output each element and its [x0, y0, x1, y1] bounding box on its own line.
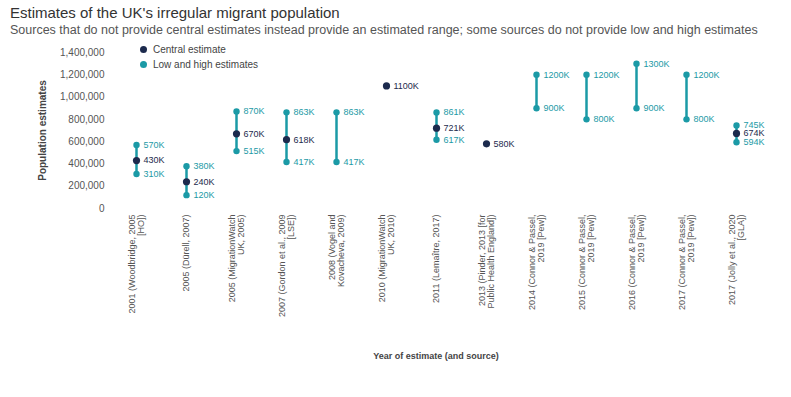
html-text:Sources that do not provide ce: Sources that do not provide central esti… [10, 23, 758, 37]
svg-text:2001 (Woodbridge, 2005[HO]): 2001 (Woodbridge, 2005[HO]) [127, 214, 146, 313]
html-text:Low and high estimates: Low and high estimates [153, 59, 259, 70]
svg-text:1200K: 1200K [694, 70, 720, 80]
svg-text:721K: 721K [444, 123, 465, 133]
svg-text:617K: 617K [444, 135, 465, 145]
svg-text:240K: 240K [194, 177, 215, 187]
svg-text:120K: 120K [194, 190, 215, 200]
svg-text:2005 (MigrationWatchUK, 2005): 2005 (MigrationWatchUK, 2005) [227, 215, 246, 303]
html-text:Estimates of the UK's irregula: Estimates of the UK's irregular migrant … [10, 4, 340, 21]
svg-text:Population estimates: Population estimates [37, 80, 48, 181]
svg-text:900K: 900K [544, 103, 565, 113]
svg-text:2010 (MigrationWatchUK, 2010): 2010 (MigrationWatchUK, 2010) [377, 215, 396, 303]
svg-text:2017 (Jolly et al., 2020[GLA]): 2017 (Jolly et al., 2020[GLA]) [727, 215, 746, 306]
svg-text:2016 (Connor & Passel,2019 [Pe: 2016 (Connor & Passel,2019 [Pew]) [627, 215, 646, 311]
svg-text:863K: 863K [294, 107, 315, 117]
svg-text:1200K: 1200K [594, 70, 620, 80]
svg-text:861K: 861K [444, 107, 465, 117]
svg-text:870K: 870K [244, 106, 265, 116]
svg-text:580K: 580K [494, 139, 515, 149]
svg-text:200,000: 200,000 [68, 180, 105, 191]
svg-text:400,000: 400,000 [68, 158, 105, 169]
svg-text:2013 (Pinder, 2013 [forPublic: 2013 (Pinder, 2013 [forPublic Health Eng… [477, 215, 496, 309]
svg-text:417K: 417K [344, 157, 365, 167]
svg-text:380K: 380K [194, 161, 215, 171]
svg-text:1100K: 1100K [394, 81, 419, 91]
svg-text:674K: 674K [744, 128, 765, 138]
svg-text:430K: 430K [144, 155, 165, 165]
svg-text:2015 (Connor & Passel,2019 [Pe: 2015 (Connor & Passel,2019 [Pew]) [577, 215, 596, 311]
svg-text:800K: 800K [594, 114, 615, 124]
svg-text:417K: 417K [294, 157, 315, 167]
svg-text:863K: 863K [344, 107, 365, 117]
svg-text:618K: 618K [294, 135, 315, 145]
svg-text:310K: 310K [144, 169, 165, 179]
svg-text:2014 (Connor & Passel,2019 [Pe: 2014 (Connor & Passel,2019 [Pew]) [527, 215, 546, 311]
svg-text:2017 (Connor & Passel,2019 [Pe: 2017 (Connor & Passel,2019 [Pew]) [677, 215, 696, 311]
svg-text:2011 (Lemaître, 2017): 2011 (Lemaître, 2017) [431, 215, 441, 303]
svg-text:0: 0 [99, 203, 105, 214]
svg-text:1300K: 1300K [644, 59, 670, 69]
svg-text:Year of estimate (and source): Year of estimate (and source) [373, 351, 499, 361]
svg-text:1,400,000: 1,400,000 [60, 47, 105, 58]
svg-text:2007 (Gordon et al., 2009[LSE]: 2007 (Gordon et al., 2009[LSE]) [277, 215, 296, 318]
svg-text:1,200,000: 1,200,000 [60, 69, 105, 80]
svg-text:745K: 745K [743, 120, 765, 131]
svg-text:515K: 515K [244, 146, 265, 156]
svg-text:900K: 900K [644, 103, 665, 113]
svg-text:570K: 570K [144, 140, 165, 150]
svg-text:670K: 670K [244, 129, 265, 139]
svg-text:594K: 594K [744, 137, 765, 147]
svg-text:600,000: 600,000 [68, 136, 105, 147]
svg-text:1,000,000: 1,000,000 [60, 91, 105, 102]
svg-text:800,000: 800,000 [68, 114, 105, 125]
svg-text:2005 (Dürell, 2007): 2005 (Dürell, 2007) [181, 214, 191, 291]
html-text:Central estimate: Central estimate [153, 44, 226, 55]
svg-text:2008 (Vogel andKovacheva, 2009: 2008 (Vogel andKovacheva, 2009) [327, 215, 346, 288]
svg-text:800K: 800K [694, 114, 715, 124]
svg-text:1200K: 1200K [544, 70, 570, 80]
